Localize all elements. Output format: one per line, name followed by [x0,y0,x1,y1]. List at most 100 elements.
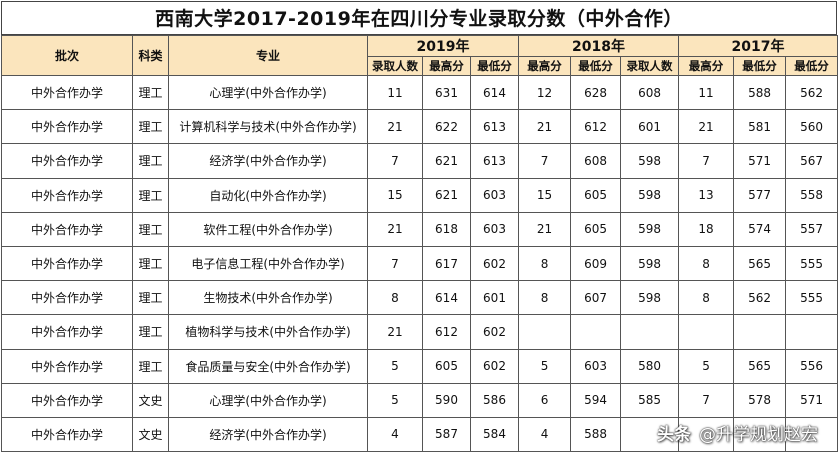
2019-value-cell: 617 [422,245,471,282]
batch-cell: 中外合作办学 [1,382,133,418]
2019-value-cell: 21 [367,314,423,350]
2018-value-cell [570,314,622,350]
2019-value-cell: 602 [469,245,520,282]
2018-value-cell: 594 [570,382,622,418]
category-cell: 理工 [132,109,169,145]
2019-value-cell: 605 [422,348,471,384]
2019-value-cell: 11 [367,74,423,111]
2018-value-cell: 4 [518,416,572,452]
2017-value-cell: 11 [678,74,735,111]
2018-value-cell [620,314,680,350]
header-major: 专业 [168,35,368,76]
header-batch: 批次 [1,35,133,76]
2017-value-cell [733,314,787,350]
2017-value-cell: 555 [785,245,838,282]
table-row: 中外合作办学 理工 生物技术(中外合作办学) 8 614 601 8 607 598 8 562 55… [1,280,838,316]
2017-value-cell: 578 [733,382,787,418]
2017-value-cell: 21 [678,109,735,145]
2018-value-cell [518,314,572,350]
2019-value-cell: 584 [469,416,520,452]
category-cell: 文史 [132,382,169,418]
2019-value-cell: 618 [422,211,471,247]
major-cell: 心理学(中外合作办学) [168,74,368,111]
header-2017-max: 最高分 [678,56,735,76]
header-category: 科类 [132,35,169,76]
header-2018-min: 最低分 [570,56,622,76]
header-2019-min: 最低分 [469,56,520,76]
table-body: 中外合作办学 理工 心理学(中外合作办学) 11 631 614 12 628 608 11 588… [1,74,838,452]
2017-value-cell [733,416,787,452]
2017-value-cell: 8 [678,280,735,316]
2019-value-cell: 602 [469,314,520,350]
major-cell: 自动化(中外合作办学) [168,177,368,213]
table-row: 中外合作办学 理工 软件工程(中外合作办学) 21 618 603 21 605 598 18 57… [1,211,838,247]
2019-value-cell: 603 [469,211,520,247]
header-2018-enrolled: 录取人数 [620,56,680,76]
2019-value-cell: 603 [469,177,520,213]
watermark: 头条 @升学规划赵宏 [657,420,818,445]
2018-value-cell: 598 [620,177,680,213]
table-row: 中外合作办学 理工 心理学(中外合作办学) 11 631 614 12 628 608 11 588… [1,74,838,111]
category-cell: 理工 [132,211,169,247]
2017-value-cell: 574 [733,211,787,247]
major-cell: 经济学(中外合作办学) [168,416,368,452]
2018-value-cell: 7 [518,143,572,179]
2019-value-cell: 5 [367,382,423,418]
2019-value-cell: 4 [367,416,423,452]
batch-cell: 中外合作办学 [1,348,133,384]
major-cell: 植物科学与技术(中外合作办学) [168,314,368,350]
2017-value-cell: 567 [785,143,838,179]
2019-value-cell: 622 [422,109,471,145]
2018-value-cell: 603 [570,348,622,384]
2017-value-cell: 555 [785,280,838,316]
2018-value-cell: 585 [620,382,680,418]
2017-value-cell: 562 [733,280,787,316]
2018-value-cell: 580 [620,348,680,384]
2017-value-cell: 581 [733,109,787,145]
2017-value-cell: 8 [678,245,735,282]
category-cell: 理工 [132,143,169,179]
2019-value-cell: 601 [469,280,520,316]
2019-value-cell: 590 [422,382,471,418]
category-cell: 理工 [132,314,169,350]
2018-value-cell: 608 [620,74,680,111]
2018-value-cell: 628 [570,74,622,111]
2018-value-cell: 8 [518,280,572,316]
category-cell: 理工 [132,348,169,384]
2019-value-cell: 587 [422,416,471,452]
major-cell: 计算机科学与技术(中外合作办学) [168,109,368,145]
major-cell: 软件工程(中外合作办学) [168,211,368,247]
2018-value-cell: 8 [518,245,572,282]
2019-value-cell: 15 [367,177,423,213]
2017-value-cell: 556 [785,348,838,384]
2017-value-cell: 565 [733,348,787,384]
batch-cell: 中外合作办学 [1,245,133,282]
2018-value-cell: 21 [518,109,572,145]
batch-cell: 中外合作办学 [1,177,133,213]
category-cell: 文史 [132,416,169,452]
2017-value-cell: 565 [733,245,787,282]
2018-value-cell: 15 [518,177,572,213]
header-2019-max: 最高分 [422,56,471,76]
2018-value-cell [620,416,680,452]
2019-value-cell: 7 [367,143,423,179]
table-row: 中外合作办学 理工 植物科学与技术(中外合作办学) 21 612 602 [1,314,838,350]
major-cell: 电子信息工程(中外合作办学) [168,245,368,282]
header-2018-max: 最高分 [518,56,572,76]
2018-value-cell: 598 [620,143,680,179]
batch-cell: 中外合作办学 [1,143,133,179]
batch-cell: 中外合作办学 [1,280,133,316]
category-cell: 理工 [132,177,169,213]
2019-value-cell: 621 [422,177,471,213]
2017-value-cell: 562 [785,74,838,111]
2019-value-cell: 612 [422,314,471,350]
2017-value-cell [785,314,838,350]
2017-value-cell: 5 [678,348,735,384]
category-cell: 理工 [132,245,169,282]
2017-value-cell: 13 [678,177,735,213]
table-row: 中外合作办学 文史 心理学(中外合作办学) 5 590 586 6 594 585 7 578 571 [1,382,838,418]
major-cell: 生物技术(中外合作办学) [168,280,368,316]
2017-value-cell: 7 [678,143,735,179]
batch-cell: 中外合作办学 [1,109,133,145]
